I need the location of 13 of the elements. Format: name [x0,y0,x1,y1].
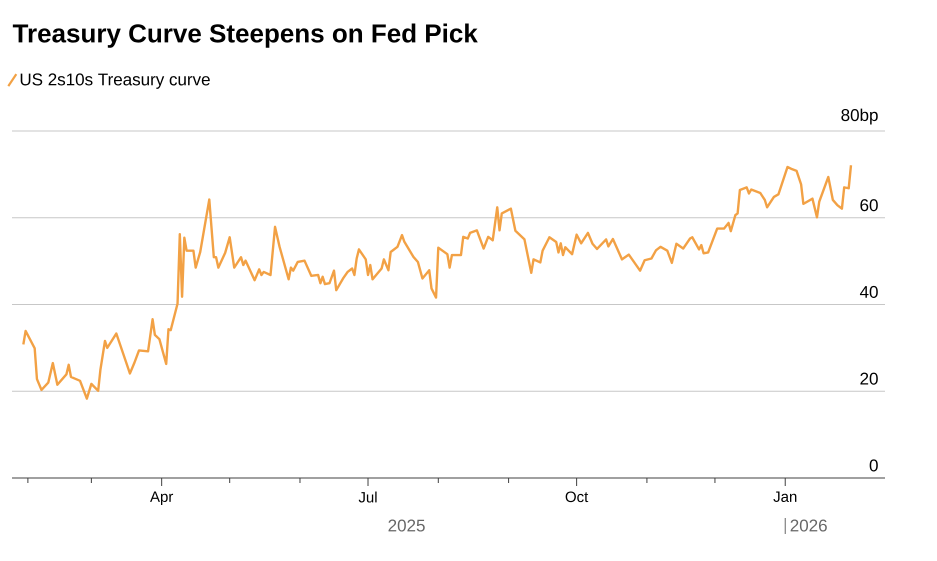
chart-title: Treasury Curve Steepens on Fed Pick [12,24,478,48]
y-tick-label: 80bp [841,108,878,124]
y-tick-label: 0 [870,459,878,472]
legend-label: US 2s10s Treasury curve [20,73,210,89]
x-tick-label: Jan [773,492,796,502]
x-tick-label: Oct [566,492,588,502]
y-tick-label: 40 [860,286,878,298]
x-tick-label: Apr [150,492,174,505]
y-tick-label: 60 [860,199,878,212]
text: 2026 [790,520,827,532]
y-tick-label: 20 [860,372,878,385]
x-tick-label: Jul [358,492,377,503]
text: 2025 [388,520,425,532]
